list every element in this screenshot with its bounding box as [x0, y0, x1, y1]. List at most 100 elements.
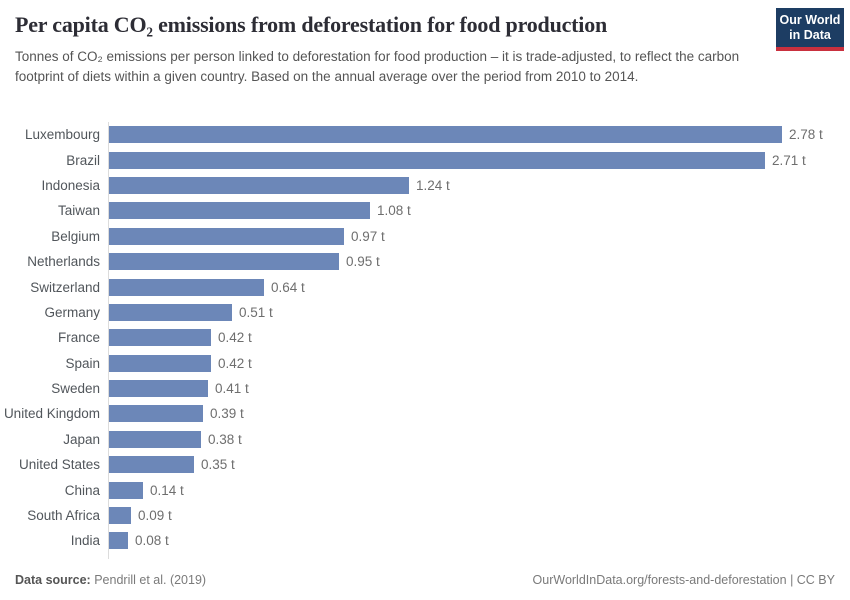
title-block: Per capita CO₂ emissions from deforestat… — [15, 8, 776, 88]
bar[interactable] — [109, 253, 339, 271]
value-label: 0.14 t — [150, 482, 184, 498]
bar-area: 0.09 t — [108, 502, 850, 529]
value-label: 0.42 t — [218, 355, 252, 371]
bar-area: 2.78 t — [108, 122, 850, 148]
value-label: 2.78 t — [789, 127, 823, 143]
value-label: 0.08 t — [135, 533, 169, 549]
chart-row: France 0.42 t — [0, 325, 850, 351]
bar-chart: Luxembourg 2.78 t Brazil 2.71 t Indonesia 1.2… — [0, 122, 850, 559]
country-label: Switzerland — [30, 279, 100, 295]
value-label: 0.95 t — [346, 254, 380, 270]
bar[interactable] — [109, 176, 409, 194]
chart-row: Sweden 0.41 t — [0, 375, 850, 402]
value-label: 0.51 t — [239, 304, 273, 320]
country-label: Brazil — [66, 152, 100, 168]
value-label: 0.42 t — [218, 330, 252, 346]
bar-area: 0.42 t — [108, 350, 850, 376]
country-label: South Africa — [27, 508, 100, 524]
bar-area: 0.14 t — [108, 477, 850, 503]
country-label: France — [57, 330, 100, 346]
country-label: Japan — [63, 431, 100, 447]
bar-area: 0.41 t — [108, 375, 850, 402]
bar-area: 0.39 t — [108, 401, 850, 427]
chart-row: United States 0.35 t — [0, 452, 850, 478]
chart-row: Indonesia 1.24 t — [0, 172, 850, 199]
value-label: 0.38 t — [208, 431, 242, 447]
axis-line-stub — [108, 553, 850, 559]
bar-area: 0.97 t — [108, 223, 850, 249]
bar[interactable] — [109, 380, 208, 398]
value-label: 1.08 t — [377, 203, 411, 219]
country-label: Indonesia — [41, 177, 100, 193]
bar[interactable] — [109, 430, 201, 448]
owid-logo: Our World in Data — [776, 8, 844, 51]
chart-row: Luxembourg 2.78 t — [0, 122, 850, 148]
bar-chart-rows: Luxembourg 2.78 t Brazil 2.71 t Indonesia 1.2… — [0, 122, 850, 554]
owid-url-link[interactable]: OurWorldInData.org/forests-and-deforesta… — [532, 573, 835, 587]
owid-logo-line2: in Data — [789, 27, 831, 42]
country-label: China — [64, 482, 100, 498]
bar[interactable] — [109, 126, 782, 144]
value-label: 0.09 t — [138, 508, 172, 524]
bar-area: 1.24 t — [108, 172, 850, 199]
bar-area: 0.38 t — [108, 426, 850, 453]
data-source-value: Pendrill et al. (2019) — [90, 573, 207, 587]
chart-row: Switzerland 0.64 t — [0, 274, 850, 300]
value-label: 0.41 t — [215, 381, 249, 397]
bar[interactable] — [109, 303, 232, 321]
bar-area: 0.51 t — [108, 299, 850, 326]
country-label: United Kingdom — [3, 406, 100, 422]
value-label: 0.35 t — [201, 457, 235, 473]
chart-row: China 0.14 t — [0, 477, 850, 503]
chart-row: Germany 0.51 t — [0, 299, 850, 326]
bar-area: 0.95 t — [108, 248, 850, 275]
country-label: Germany — [44, 304, 100, 320]
chart-row: India 0.08 t — [0, 528, 850, 554]
value-label: 2.71 t — [772, 152, 806, 168]
value-label: 0.64 t — [271, 279, 305, 295]
chart-header: Per capita CO₂ emissions from deforestat… — [15, 8, 844, 88]
bar[interactable] — [109, 278, 264, 296]
country-label: India — [70, 533, 100, 549]
chart-row: South Africa 0.09 t — [0, 502, 850, 529]
country-label: Netherlands — [27, 254, 100, 270]
chart-row: Belgium 0.97 t — [0, 223, 850, 249]
data-source-label: Data source: — [15, 573, 91, 587]
chart-row: Spain 0.42 t — [0, 350, 850, 376]
bar-area: 1.08 t — [108, 198, 850, 224]
bar-area: 0.64 t — [108, 274, 850, 300]
chart-subtitle: Tonnes of CO₂ emissions per person linke… — [15, 49, 740, 85]
country-label: Luxembourg — [24, 127, 100, 143]
value-label: 0.97 t — [351, 228, 385, 244]
bar-area: 2.71 t — [108, 147, 850, 173]
chart-row: Japan 0.38 t — [0, 426, 850, 453]
page-title: Per capita CO₂ emissions from deforestat… — [15, 12, 608, 37]
bar[interactable] — [109, 481, 143, 499]
country-label: United States — [18, 457, 100, 473]
bar-area: 0.35 t — [108, 452, 850, 478]
bar[interactable] — [109, 329, 211, 347]
country-label: Sweden — [51, 381, 100, 397]
chart-row: Taiwan 1.08 t — [0, 198, 850, 224]
bar[interactable] — [109, 151, 765, 169]
bar[interactable] — [109, 456, 194, 474]
data-source: Data source: Pendrill et al. (2019) — [15, 573, 206, 587]
bar[interactable] — [109, 354, 211, 372]
bar[interactable] — [109, 227, 344, 245]
country-label: Spain — [65, 355, 100, 371]
country-label: Taiwan — [57, 203, 100, 219]
bar[interactable] — [109, 507, 131, 525]
chart-row: United Kingdom 0.39 t — [0, 401, 850, 427]
chart-row: Brazil 2.71 t — [0, 147, 850, 173]
value-label: 1.24 t — [416, 177, 450, 193]
bar[interactable] — [109, 202, 370, 220]
chart-row: Netherlands 0.95 t — [0, 248, 850, 275]
bar[interactable] — [109, 405, 203, 423]
bar-area: 0.08 t — [108, 528, 850, 554]
bar[interactable] — [109, 532, 128, 550]
bar-area: 0.42 t — [108, 325, 850, 351]
owid-logo-line1: Our World — [779, 13, 841, 28]
value-label: 0.39 t — [210, 406, 244, 422]
chart-footer: Data source: Pendrill et al. (2019) OurW… — [15, 573, 835, 587]
